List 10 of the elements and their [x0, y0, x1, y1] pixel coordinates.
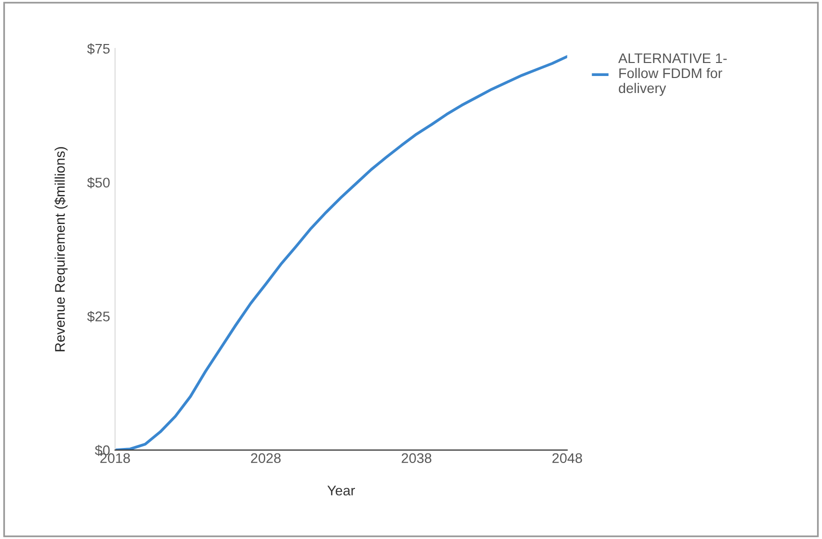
x-tick-label: 2038 — [402, 453, 432, 464]
y-tick-label: $75 — [87, 43, 110, 55]
line-series — [115, 55, 568, 450]
x-tick-label: 2048 — [552, 453, 582, 464]
legend-label: ALTERNATIVE 1- Follow FDDM for delivery — [618, 53, 727, 96]
y-tick-label: $50 — [87, 177, 110, 188]
y-tick-label: $25 — [87, 310, 110, 322]
y-axis-title: Revenue Requirement ($millions) — [54, 147, 68, 352]
x-tick-label: 2028 — [251, 453, 281, 464]
x-axis-title: Year — [327, 486, 355, 496]
